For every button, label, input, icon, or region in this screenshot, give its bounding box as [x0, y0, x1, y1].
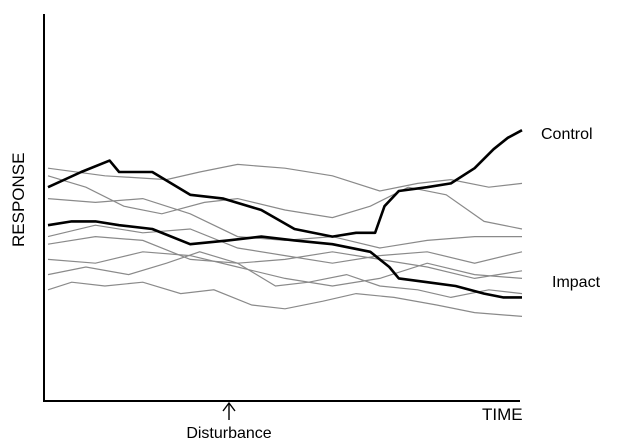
disturbance-label: Disturbance — [186, 425, 271, 442]
series-label-control: Control — [541, 126, 593, 143]
series-line-impact — [47, 220, 522, 299]
series-line-9 — [47, 251, 523, 299]
series-line-3 — [47, 163, 523, 192]
disturbance-marker: Disturbance — [186, 401, 272, 442]
series-line-control — [47, 129, 523, 238]
series-label-impact: Impact — [552, 274, 601, 291]
x-axis-label: TIME — [482, 405, 523, 424]
series-line-10 — [47, 281, 523, 317]
series-line-7 — [47, 235, 523, 280]
y-axis-label: RESPONSE — [9, 153, 28, 247]
series-group — [47, 129, 523, 317]
disturbance-arrow-head-icon — [222, 401, 236, 412]
series-line-6 — [47, 224, 523, 264]
series-line-4 — [47, 175, 523, 230]
series-line-8 — [47, 251, 523, 287]
